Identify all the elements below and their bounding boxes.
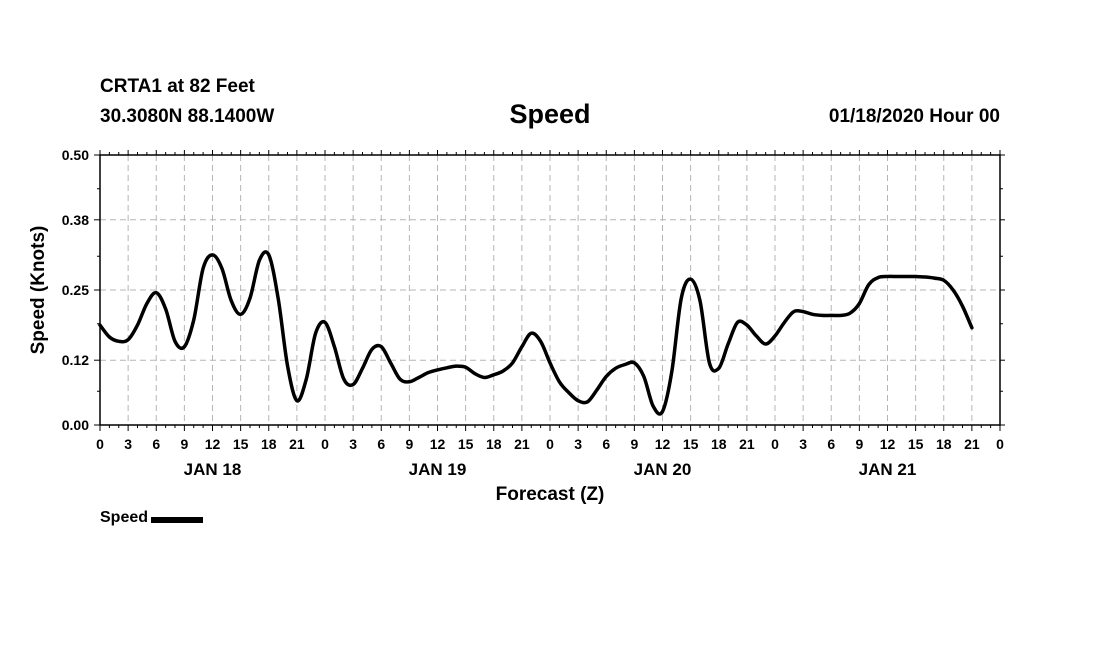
x-tick-label: 3 [799, 436, 807, 452]
day-label: JAN 21 [859, 460, 917, 479]
y-tick-label: 0.00 [62, 417, 89, 433]
speed-series-line [98, 250, 974, 416]
x-tick-label: 9 [630, 436, 638, 452]
axis-ticks [94, 150, 1005, 431]
y-axis-title: Speed (Knots) [28, 226, 49, 355]
y-tick-label: 0.12 [62, 352, 89, 368]
y-tick-label: 0.50 [62, 147, 89, 163]
day-label: JAN 20 [634, 460, 692, 479]
x-tick-label: 9 [180, 436, 188, 452]
x-tick-label: 18 [486, 436, 502, 452]
station-coordinates: 30.3080N 88.1400W [100, 106, 275, 127]
x-tick-label: 0 [996, 436, 1004, 452]
x-tick-label: 9 [855, 436, 863, 452]
x-tick-label: 21 [514, 436, 530, 452]
x-tick-label: 21 [964, 436, 980, 452]
x-tick-label: 12 [655, 436, 671, 452]
legend: Speed [100, 509, 204, 527]
chart-title: Speed [509, 99, 591, 129]
x-tick-label: 15 [233, 436, 249, 452]
x-tick-label: 0 [321, 436, 329, 452]
legend-swatch-speed [151, 516, 204, 523]
grid-lines [100, 155, 1000, 425]
x-tick-label: 6 [602, 436, 610, 452]
forecast-issue-time: 01/18/2020 Hour 00 [828, 106, 1000, 127]
day-label: JAN 19 [409, 460, 467, 479]
x-axis-day-labels: JAN 18 JAN 19 JAN 20 JAN 21 [184, 460, 917, 479]
y-axis-tick-labels: 0.00 0.12 0.25 0.38 0.50 [62, 147, 89, 433]
y-tick-label: 0.38 [62, 212, 89, 228]
x-tick-label: 6 [152, 436, 160, 452]
x-tick-label: 21 [289, 436, 305, 452]
x-tick-label: 0 [96, 436, 104, 452]
x-tick-label: 12 [430, 436, 446, 452]
x-tick-label: 18 [261, 436, 277, 452]
x-tick-label: 15 [908, 436, 924, 452]
x-tick-label: 0 [771, 436, 779, 452]
x-tick-label: 18 [711, 436, 727, 452]
x-tick-label: 18 [936, 436, 952, 452]
x-tick-label: 3 [574, 436, 582, 452]
x-tick-label: 15 [458, 436, 474, 452]
x-tick-label: 3 [349, 436, 357, 452]
x-tick-label: 6 [377, 436, 385, 452]
x-tick-label: 0 [546, 436, 554, 452]
day-label: JAN 18 [184, 460, 242, 479]
x-tick-label: 9 [405, 436, 413, 452]
legend-label: Speed [100, 509, 149, 526]
x-tick-label: 12 [880, 436, 896, 452]
y-tick-label: 0.25 [62, 282, 89, 298]
x-tick-label: 6 [827, 436, 835, 452]
x-axis-tick-labels: 0 3 6 9 12 15 18 21 0 3 6 9 12 15 18 21 0 3 6 9 12 15 18 21 0 3 6 9… [96, 436, 1004, 452]
x-tick-label: 21 [739, 436, 755, 452]
x-tick-label: 12 [205, 436, 221, 452]
x-axis-title: Forecast (Z) [496, 484, 605, 505]
x-tick-label: 15 [683, 436, 699, 452]
x-tick-label: 3 [124, 436, 132, 452]
station-label: CRTA1 at 82 Feet [100, 76, 255, 97]
